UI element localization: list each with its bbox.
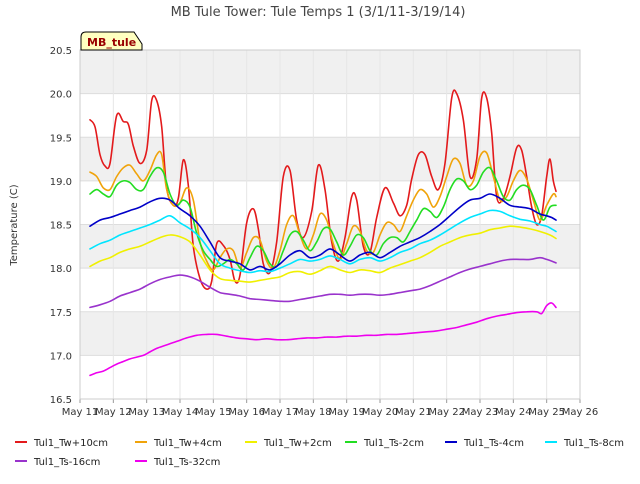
y-axis-label: Temperature (C)	[9, 184, 20, 266]
x-tick-label: May 13	[128, 407, 165, 418]
y-tick-label: 16.5	[50, 395, 72, 406]
x-tick-label: May 21	[395, 407, 432, 418]
x-tick-label: May 16	[228, 407, 265, 418]
x-tick-label: May 12	[95, 407, 132, 418]
series-line-tul1-ts-4cm	[89, 193, 557, 271]
series-line-tul1-ts-8cm	[89, 209, 557, 274]
chart-title: MB Tule Tower: Tule Temps 1 (3/1/11-3/19…	[171, 5, 466, 20]
y-tick-label: 17.5	[50, 308, 72, 319]
series-lines	[89, 89, 557, 377]
x-tick-label: May 20	[362, 407, 399, 418]
grid-band	[80, 50, 580, 94]
legend-label: Tul1_Tw+10cm	[33, 438, 108, 449]
x-tick-label: May 24	[495, 407, 532, 418]
series-line-tul1-ts-32cm	[89, 302, 557, 377]
x-tick-label: May 19	[328, 407, 365, 418]
legend-label: Tul1_Ts-4cm	[463, 438, 524, 449]
legend: Tul1_Tw+10cm Tul1_Tw+4cm Tul1_Tw+2cm Tul1_T…	[15, 438, 624, 468]
station-label: MB_tule	[87, 36, 136, 49]
series-line-tul1-tw-10cm	[89, 89, 557, 290]
axes: 16.5 17.0 17.5 18.0 18.5 19.0 19.5 20.0 20.5 May …	[50, 46, 599, 418]
y-tick-label: 17.0	[50, 351, 72, 362]
grid-band	[80, 311, 580, 356]
series-line-tul1-tw-2cm	[89, 225, 557, 283]
plot-border	[79, 49, 581, 400]
y-tick-label: 18.0	[50, 264, 72, 275]
x-tick-label: May 15	[195, 407, 232, 418]
legend-label: Tul1_Ts-32cm	[153, 457, 220, 468]
x-tick-label: May 18	[295, 407, 332, 418]
series-line-tul1-tw-4cm	[89, 150, 557, 271]
x-tick-label: May 26	[562, 407, 599, 418]
series-line-tul1-ts-16cm	[89, 256, 557, 309]
y-tick-label: 20.5	[50, 46, 72, 57]
y-tick-label: 18.5	[50, 221, 72, 232]
x-tick-label: May 25	[528, 407, 565, 418]
station-label-box: MB_tule	[80, 31, 143, 51]
legend-label: Tul1_Tw+4cm	[153, 438, 222, 449]
series-line-tul1-ts-2cm	[89, 166, 557, 271]
y-tick-label: 19.5	[50, 133, 72, 144]
x-tick-label: May 23	[462, 407, 499, 418]
x-tick-label: May 22	[428, 407, 465, 418]
x-tick-label: May 14	[162, 407, 199, 418]
y-tick-label: 20.0	[50, 90, 72, 101]
y-tick-label: 19.0	[50, 177, 72, 188]
legend-label: Tul1_Ts-8cm	[563, 438, 624, 449]
legend-label: Tul1_Ts-16cm	[33, 457, 100, 468]
legend-label: Tul1_Tw+2cm	[263, 438, 332, 449]
x-tick-label: May 17	[262, 407, 299, 418]
x-tick-label: May 11	[62, 407, 99, 418]
legend-label: Tul1_Ts-2cm	[363, 438, 424, 449]
